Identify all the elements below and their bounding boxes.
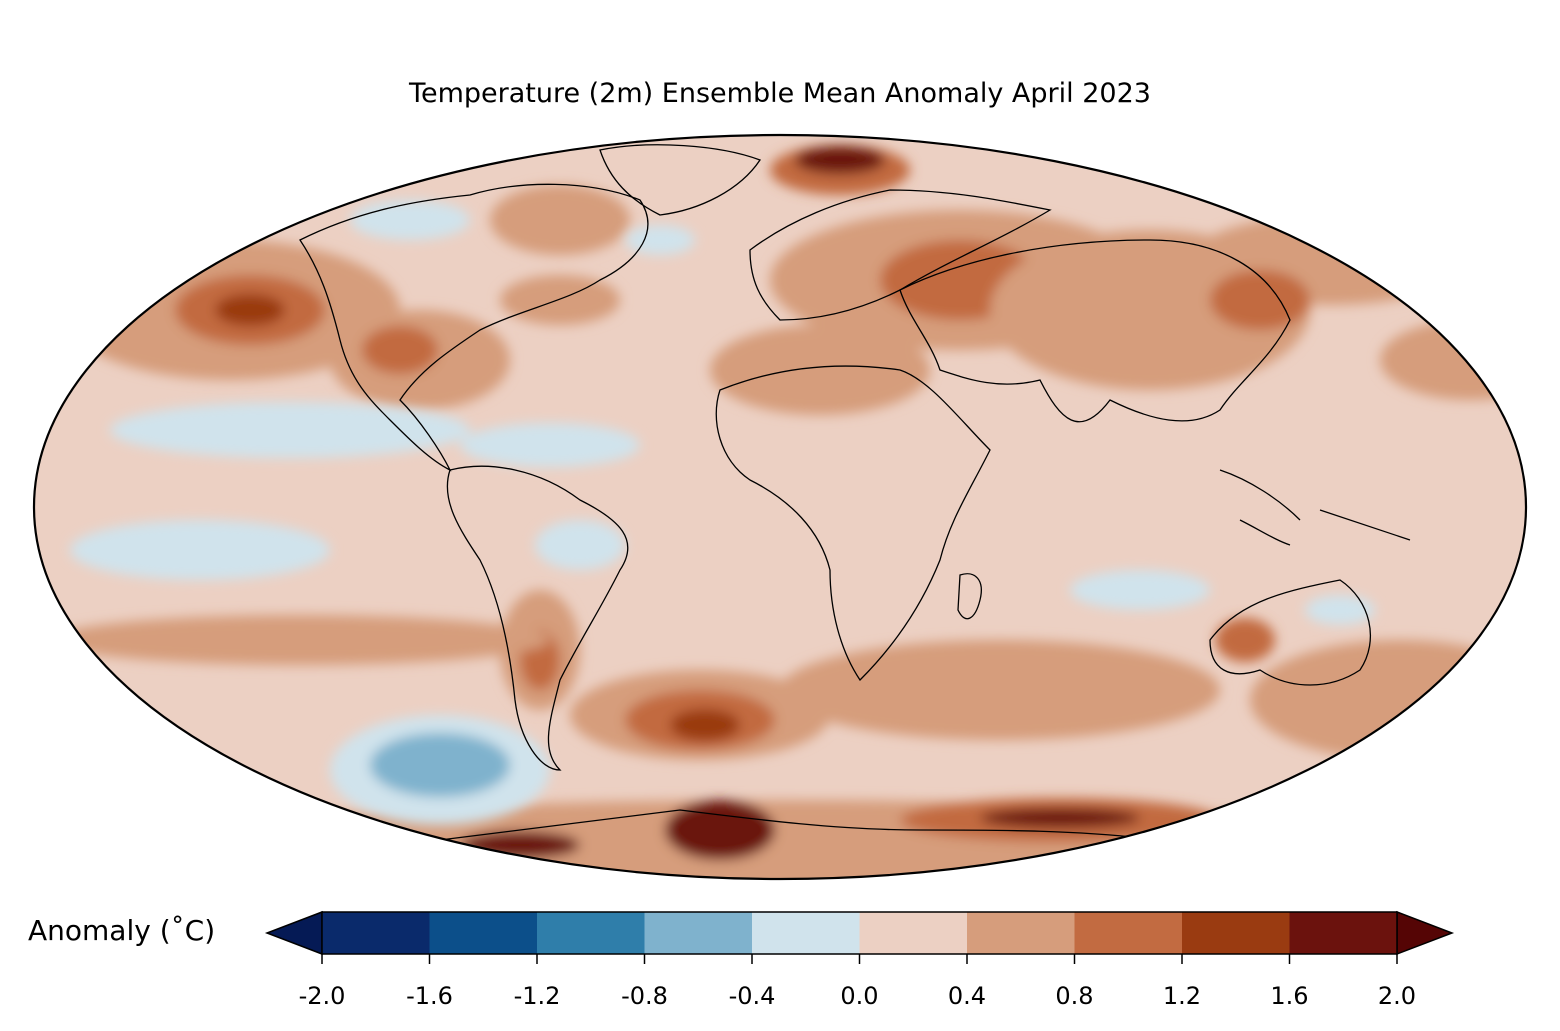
anomaly-region-eqpacific-cool [70, 520, 330, 580]
coastline-greenland [599, 144, 761, 216]
colorbar-tick-label: -0.8 [621, 982, 668, 1010]
coastline-africa [715, 365, 991, 682]
anomaly-region-canada [490, 185, 630, 255]
anomaly-region-nwatlantic [500, 275, 620, 325]
colorbar-swatch [644, 912, 753, 954]
coastline-north-america [299, 183, 649, 472]
anomaly-region-ctpacific-cool [110, 402, 470, 458]
map-title: Temperature (2m) Ensemble Mean Anomaly A… [409, 78, 1151, 109]
colorbar-ticks: -2.0 -1.6 -1.2 -0.8 -0.4 0.0 0.4 0.8 1.2 1.6 2.0 [299, 954, 1416, 1010]
world-anomaly-map [32, 133, 1528, 881]
colorbar-tick-label: -0.4 [729, 982, 776, 1010]
anomaly-region-sindian [780, 640, 1220, 740]
colorbar-swatches [264, 910, 1455, 956]
colorbar-swatch [1182, 912, 1290, 954]
anomaly-region-eastasia [1210, 270, 1310, 330]
coastlines [299, 144, 1411, 879]
anomaly-region-indian-cool [1070, 570, 1210, 610]
colorbar-tick-label: 1.2 [1163, 982, 1201, 1010]
coastline-australia [1209, 579, 1372, 686]
colorbar-tick-label: -1.2 [514, 982, 561, 1010]
colorbar-over-arrow [1396, 910, 1455, 956]
map-border [32, 133, 1528, 881]
colorbar-swatch [752, 912, 860, 954]
anomaly-region-amazon-cool [535, 520, 625, 570]
anomaly-region-sepacific-cool-core [370, 733, 510, 797]
anomaly-region-spacific-band [50, 615, 550, 665]
colorbar-swatch [1289, 912, 1398, 954]
colorbar-under-arrow [264, 910, 323, 956]
colorbar-swatch [537, 912, 645, 954]
anomaly-region-npacific-max [215, 294, 285, 326]
coastline-maritime-asia [1219, 469, 1411, 546]
colorbar-tick-label: -2.0 [299, 982, 346, 1010]
anomaly-region-australia [1215, 618, 1275, 662]
colorbar-swatch [322, 912, 430, 954]
colorbar-swatch [429, 912, 538, 954]
colorbar-swatch [967, 912, 1075, 954]
colorbar-swatch [1074, 912, 1183, 954]
colorbar-tick-label: 1.6 [1270, 982, 1308, 1010]
colorbar-tick-label: 0.0 [840, 982, 878, 1010]
coastline-asia [899, 239, 1291, 423]
colorbar-tick-label: -1.6 [406, 982, 453, 1010]
colorbar-tick-label: 0.8 [1055, 982, 1093, 1010]
coastline-europe [749, 189, 1052, 321]
colorbar-tick-label: 2.0 [1378, 982, 1416, 1010]
anomaly-region-usa-core [362, 326, 438, 374]
coastline-madagascar [957, 573, 982, 620]
coastline-antarctica [437, 809, 1163, 879]
coastline-south-america [446, 465, 629, 771]
colorbar-tick-label: 0.4 [948, 982, 986, 1010]
anomaly-region-weddell-max [665, 800, 775, 860]
anomaly-region-caribbean-cool [460, 423, 640, 467]
anomaly-region-nafrica [710, 325, 930, 415]
anomaly-region-satlantic-max [670, 709, 740, 741]
colorbar-swatch [859, 912, 968, 954]
anomaly-region-antarctic-east-max [980, 808, 1140, 828]
anomaly-region-labrador-cool [625, 225, 695, 255]
colorbar-label: Anomaly (˚C) [28, 914, 216, 947]
anomaly-region-barents-max [795, 146, 885, 174]
anomaly-region-australia-cool [1305, 595, 1375, 625]
anomaly-region-asia [990, 230, 1310, 390]
